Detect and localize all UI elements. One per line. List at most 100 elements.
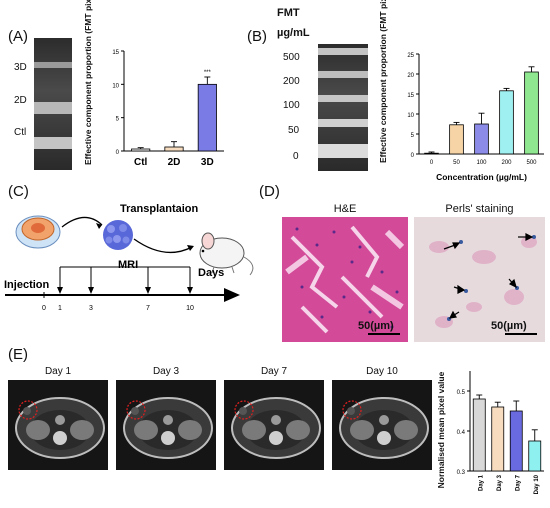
x-tick-label: Ctl [134, 157, 148, 168]
perls-title: Perls' staining [445, 203, 514, 215]
lung-region [134, 420, 158, 440]
x-axis-label: Concentration (µg/mL) [436, 172, 527, 182]
chart-b-ylabel: Effective component proportion (FMT pixe… [378, 0, 388, 163]
he-stain-image: 50(µm) [282, 217, 408, 342]
bar [491, 406, 505, 472]
bar [197, 83, 217, 152]
mri-scan-image [224, 380, 324, 475]
timeline-arrowhead [224, 288, 240, 302]
timeline-marker-arrow [145, 287, 151, 294]
panel-b-label: (B) [247, 28, 267, 45]
panel-a-label: (A) [8, 28, 28, 45]
ylabel-text: Effective component proportion (FMT pixe… [378, 0, 388, 163]
x-tick-label: Day 3 [497, 474, 503, 491]
inner-region [354, 410, 414, 450]
x-tick-label: 2D [168, 157, 181, 168]
timeline-tick-label: 3 [89, 305, 93, 312]
chart-e: 0.3 0.4 0.5 Day 1 Day 3 Day 7 Day 10 [457, 371, 544, 494]
bar [524, 71, 539, 155]
x-tick-label: Day 10 [534, 474, 540, 494]
y-tick-label: 10 [112, 83, 119, 89]
mri-day-label: Day 10 [366, 366, 398, 377]
scale-bar-label: 50(µm) [358, 320, 394, 332]
implant-marker [234, 400, 254, 420]
x-tick-label: 100 [476, 160, 487, 166]
bar [499, 90, 514, 155]
organ-region [379, 415, 389, 425]
y-tick-label: 0 [411, 153, 415, 159]
implant-marker [126, 400, 146, 420]
y-tick-label: 20 [407, 73, 414, 79]
y-tick-label: 15 [112, 50, 119, 56]
gel-label: Ctl [14, 127, 27, 138]
bar [528, 440, 542, 472]
lung-region [242, 420, 266, 440]
workflow-diagram: Transplantaion MRI 0 1 3 7 10 Injection Days [4, 203, 254, 312]
y-tick-label: 0 [116, 150, 120, 156]
timeline-tick-label: 0 [42, 305, 46, 312]
bar [474, 123, 489, 155]
y-tick-label: 0.4 [457, 430, 466, 436]
gel-image-b [318, 44, 368, 171]
organ-region [55, 415, 65, 425]
lung-region [70, 420, 94, 440]
gel-label: 0 [293, 151, 299, 162]
ylabel-text: Normalised mean pixel value [436, 371, 446, 489]
implant-marker [342, 400, 362, 420]
arrow-icon [133, 238, 193, 253]
panel-d-label: (D) [259, 183, 280, 200]
mri-day-label: Day 3 [152, 366, 180, 377]
transplant-label: Transplantaion [120, 203, 199, 215]
mouse-icon [199, 232, 254, 276]
petri-dish-icon [15, 215, 61, 249]
bar [509, 410, 523, 472]
mri-day-label: Day 1 [44, 366, 72, 377]
chart-a-ylabel: Effective component proportion (FMT pixe… [83, 0, 93, 165]
gel-label: 500 [283, 52, 300, 63]
arrow-icon [61, 216, 103, 228]
bar [424, 152, 439, 155]
y-tick-label: 15 [407, 93, 414, 99]
timeline-tick-label: 7 [146, 305, 150, 312]
scale-bar-label: 50(µm) [491, 320, 527, 332]
x-tick-label: 0 [430, 160, 434, 166]
inner-region [138, 410, 198, 450]
perls-stain-image: 50(µm) [414, 217, 545, 342]
x-tick-label: 3D [201, 157, 214, 168]
lung-region [178, 420, 202, 440]
days-label: Days [198, 267, 224, 279]
timeline-marker-arrow [57, 287, 63, 294]
lung-region [394, 420, 418, 440]
x-tick-label: 50 [453, 160, 460, 166]
x-tick-label: 200 [501, 160, 512, 166]
chart-a: 0 5 10 15 Ctl 2D *** 3D [112, 50, 224, 168]
organ-region [163, 415, 173, 425]
y-tick-label: 0.5 [457, 390, 466, 396]
timeline-marker-arrow [88, 287, 94, 294]
lung-region [26, 420, 50, 440]
spine-region [53, 431, 67, 445]
timeline-tick-label: 1 [58, 305, 62, 312]
y-tick-label: 10 [407, 113, 414, 119]
implant-marker [18, 400, 38, 420]
y-tick-label: 5 [116, 117, 120, 123]
mri-scan-image [116, 380, 216, 475]
x-tick-label: 500 [526, 160, 537, 166]
implant-signal [131, 407, 139, 415]
chart-b: 0 5 10 15 20 25 0 50 100 200 500 Concentration (µg/… [407, 53, 544, 182]
gel-label: 100 [283, 100, 300, 111]
bar [131, 148, 151, 152]
implant-signal [23, 407, 31, 415]
spine-region [161, 431, 175, 445]
ylabel-text: Effective component proportion (FMT pixe… [83, 0, 93, 165]
bar [164, 146, 184, 152]
injection-label: Injection [4, 279, 50, 291]
mri-label: MRI [118, 259, 138, 271]
he-title: H&E [333, 203, 357, 215]
y-tick-label: 25 [407, 53, 414, 59]
gel-header-unit: µg/mL [277, 27, 310, 39]
spine-region [269, 431, 283, 445]
bar [449, 124, 464, 155]
mri-scan-image [8, 380, 108, 475]
x-tick-label: Day 1 [478, 474, 484, 491]
